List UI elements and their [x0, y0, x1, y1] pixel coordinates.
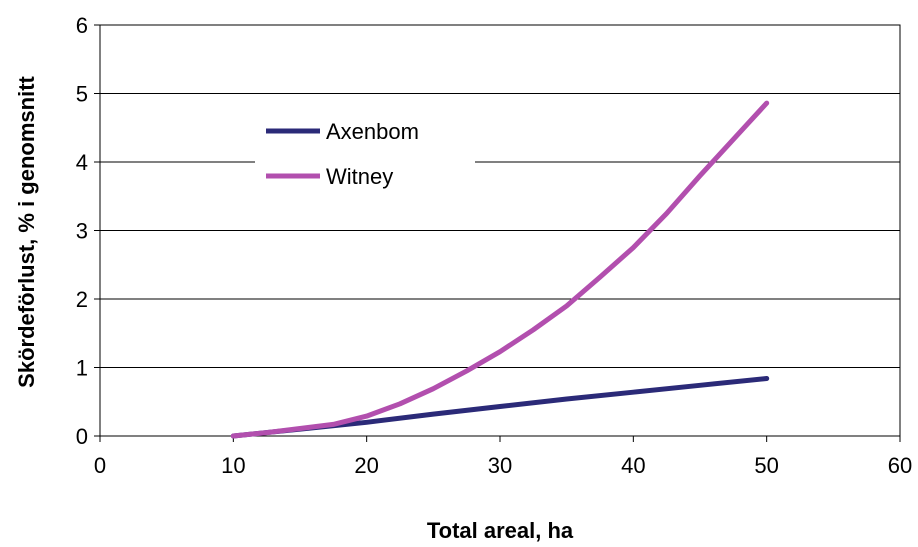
x-tick-label-40: 40: [621, 453, 645, 478]
gridlines: [100, 24, 900, 368]
x-tick-label-60: 60: [888, 453, 912, 478]
y-tick-label-0: 0: [76, 424, 88, 449]
y-tick-label-3: 3: [76, 219, 88, 244]
y-tick-label-6: 6: [76, 13, 88, 38]
legend-box: [255, 105, 475, 205]
y-tick-label-1: 1: [76, 356, 88, 381]
y-tick-label-2: 2: [76, 287, 88, 312]
series-lines: [230, 100, 770, 439]
x-tick-label-30: 30: [488, 453, 512, 478]
x-tick-label-20: 20: [354, 453, 378, 478]
legend-label-witney: Witney: [326, 164, 393, 189]
x-tick-label-10: 10: [221, 453, 245, 478]
y-axis-title: Skördeförlust, % i genomsnitt: [14, 75, 39, 387]
x-tick-label-0: 0: [94, 453, 106, 478]
legend-label-axenbom: Axenbom: [326, 119, 419, 144]
y-tick-label-4: 4: [76, 150, 88, 175]
x-tick-label-50: 50: [754, 453, 778, 478]
series-line-witney: [230, 100, 770, 439]
legend: Axenbom Witney: [255, 105, 475, 205]
y-tick-label-5: 5: [76, 82, 88, 107]
x-axis-title: Total areal, ha: [427, 518, 574, 543]
